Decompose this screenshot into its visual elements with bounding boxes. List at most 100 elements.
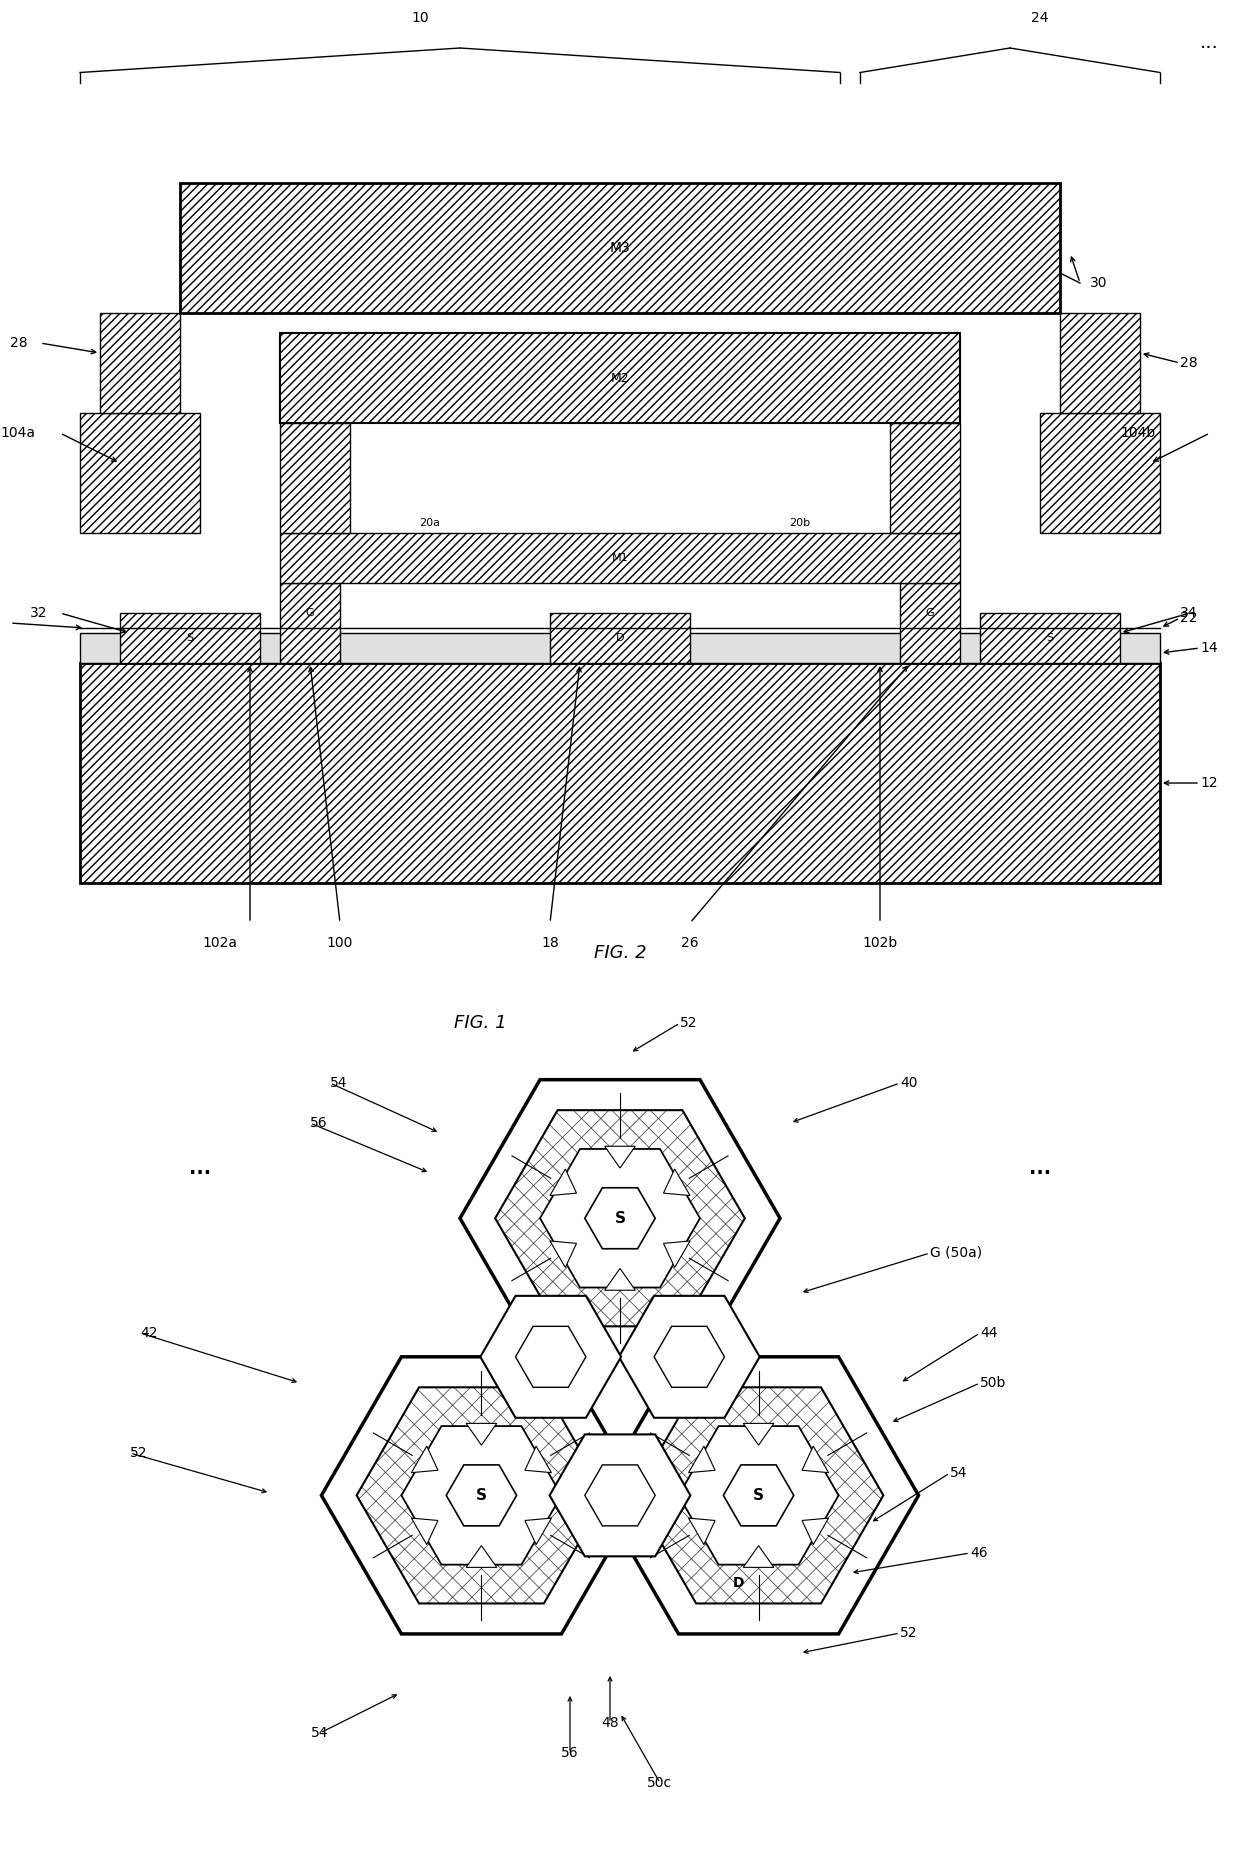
Polygon shape: [480, 1295, 621, 1418]
Polygon shape: [743, 1545, 774, 1568]
Polygon shape: [466, 1423, 497, 1445]
Bar: [980, 613, 1120, 663]
Text: FIG. 1: FIG. 1: [454, 1014, 506, 1032]
Text: S: S: [186, 634, 193, 643]
Text: S: S: [615, 1210, 625, 1225]
Text: 20b: 20b: [790, 519, 811, 528]
Bar: [81, 663, 1159, 884]
Text: ···: ···: [1029, 1164, 1052, 1182]
Polygon shape: [357, 1388, 606, 1603]
Text: 52: 52: [680, 1015, 697, 1030]
Text: 40: 40: [900, 1077, 918, 1090]
Polygon shape: [549, 1434, 691, 1557]
Text: M1: M1: [611, 552, 629, 563]
Text: 44: 44: [980, 1327, 997, 1340]
Text: D: D: [616, 634, 624, 643]
Polygon shape: [634, 1388, 883, 1603]
Polygon shape: [402, 1427, 562, 1564]
Text: 102b: 102b: [862, 936, 898, 951]
Polygon shape: [599, 1356, 919, 1634]
Text: 54: 54: [311, 1725, 329, 1740]
Text: S: S: [753, 1488, 764, 1503]
Text: 28: 28: [1180, 356, 1198, 371]
Polygon shape: [663, 1242, 689, 1267]
Text: M3: M3: [610, 241, 630, 256]
Polygon shape: [802, 1518, 828, 1545]
Polygon shape: [412, 1445, 438, 1473]
Text: M2: M2: [610, 371, 630, 385]
Text: 104a: 104a: [0, 426, 35, 439]
Bar: [100, 313, 180, 413]
Text: 46: 46: [970, 1545, 987, 1560]
Text: 100: 100: [327, 936, 353, 951]
Text: ···: ···: [1200, 39, 1219, 57]
Polygon shape: [525, 1518, 552, 1545]
Bar: [280, 334, 960, 422]
Text: 54: 54: [330, 1077, 347, 1090]
Bar: [180, 183, 1060, 313]
Text: 22: 22: [1180, 611, 1198, 624]
Polygon shape: [551, 1169, 577, 1195]
Polygon shape: [585, 1188, 655, 1249]
Polygon shape: [516, 1327, 587, 1388]
Text: 24: 24: [1032, 11, 1049, 24]
Polygon shape: [585, 1466, 655, 1525]
Bar: [900, 584, 960, 663]
Polygon shape: [446, 1466, 517, 1525]
Polygon shape: [605, 1269, 635, 1290]
Text: 48: 48: [601, 1716, 619, 1731]
Polygon shape: [412, 1518, 438, 1545]
Text: 12: 12: [1200, 776, 1218, 789]
Polygon shape: [688, 1445, 715, 1473]
Polygon shape: [495, 1110, 745, 1327]
Polygon shape: [802, 1445, 828, 1473]
Text: 56: 56: [310, 1116, 327, 1130]
Text: 50c: 50c: [647, 1775, 672, 1790]
Bar: [81, 413, 200, 534]
Polygon shape: [357, 1388, 606, 1603]
Text: 34: 34: [1180, 606, 1198, 621]
Text: 52: 52: [900, 1625, 918, 1640]
Polygon shape: [551, 1242, 577, 1267]
Text: 42: 42: [140, 1327, 157, 1340]
Polygon shape: [663, 1169, 689, 1195]
Polygon shape: [460, 1080, 780, 1356]
Text: 18: 18: [541, 936, 559, 951]
Polygon shape: [605, 1147, 635, 1167]
Text: 50b: 50b: [980, 1377, 1007, 1390]
Polygon shape: [653, 1327, 724, 1388]
Polygon shape: [678, 1427, 838, 1564]
Bar: [280, 422, 350, 534]
Bar: [280, 534, 960, 584]
Text: 52: 52: [130, 1445, 148, 1460]
Polygon shape: [466, 1545, 497, 1568]
Text: 54: 54: [950, 1466, 967, 1481]
Polygon shape: [495, 1110, 745, 1327]
Text: 28: 28: [10, 335, 27, 350]
Text: 14: 14: [1200, 641, 1218, 654]
Bar: [551, 613, 689, 663]
Polygon shape: [619, 1295, 760, 1418]
Bar: [280, 584, 340, 663]
Bar: [120, 613, 260, 663]
Polygon shape: [634, 1388, 883, 1603]
Text: 10: 10: [412, 11, 429, 24]
Text: 32: 32: [30, 606, 47, 621]
Polygon shape: [743, 1423, 774, 1445]
Text: 56: 56: [562, 1746, 579, 1760]
Text: S: S: [476, 1488, 487, 1503]
Text: ···: ···: [188, 1164, 211, 1182]
Polygon shape: [525, 1445, 552, 1473]
Text: 102a: 102a: [202, 936, 238, 951]
Text: 30: 30: [1090, 276, 1107, 291]
Text: G: G: [926, 608, 934, 619]
Text: G (50a): G (50a): [930, 1245, 982, 1260]
Text: G: G: [306, 608, 314, 619]
Text: 26: 26: [681, 936, 699, 951]
Polygon shape: [688, 1518, 715, 1545]
Text: D: D: [733, 1577, 744, 1590]
Bar: [1060, 313, 1140, 413]
Bar: [1040, 413, 1159, 534]
Polygon shape: [321, 1356, 641, 1634]
Text: S: S: [1047, 634, 1054, 643]
